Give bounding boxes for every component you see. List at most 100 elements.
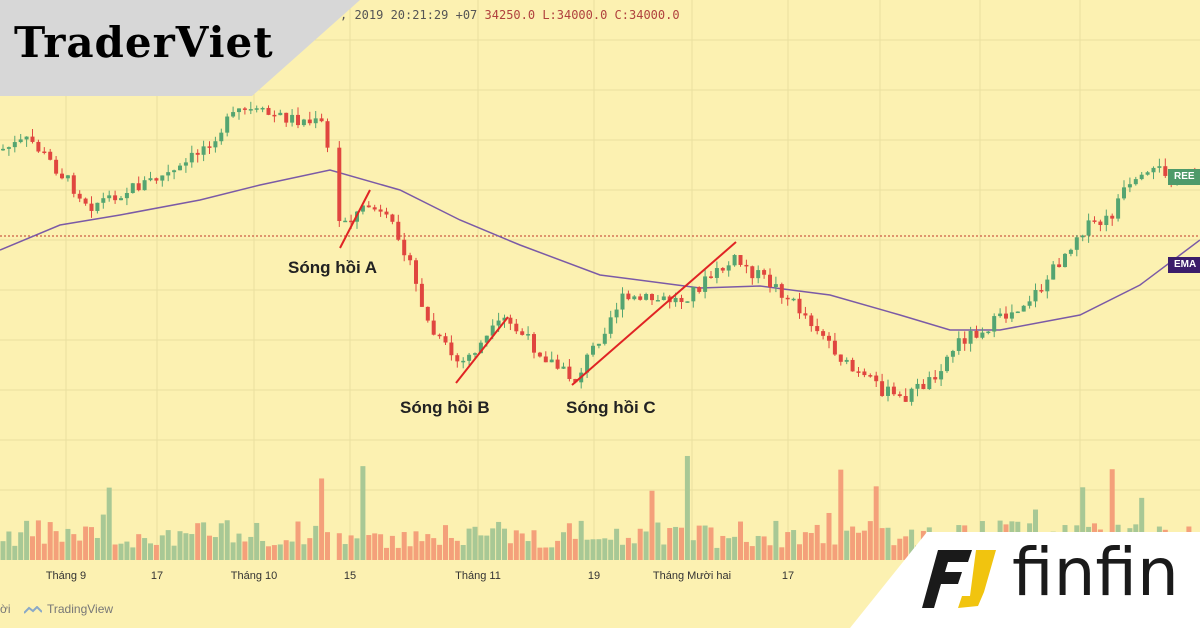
wave-line	[455, 316, 509, 384]
volume-bar	[738, 521, 743, 560]
candle-body	[408, 255, 413, 261]
candle-body	[508, 317, 513, 324]
volume-bar	[271, 545, 277, 560]
candle-body	[1116, 198, 1121, 219]
volume-bar	[53, 531, 59, 560]
traderviet-logo: TraderViet	[14, 18, 274, 67]
volume-bar	[814, 524, 820, 560]
volume-bar	[307, 538, 313, 560]
x-tick-label: 17	[781, 570, 795, 582]
volume-bar	[773, 520, 779, 560]
candle-body	[242, 108, 247, 110]
candle-body	[1104, 215, 1109, 226]
candle-body	[160, 175, 165, 181]
candle-body	[644, 293, 649, 300]
candle-body	[248, 109, 253, 111]
volume-bar	[342, 544, 348, 560]
volume-bar	[283, 540, 289, 560]
candle-body	[83, 198, 88, 204]
candle-body	[980, 332, 985, 338]
candle-body	[1015, 311, 1020, 314]
candle-body	[343, 220, 348, 223]
volume-bar	[631, 543, 637, 560]
volume-bar	[513, 530, 519, 560]
candle-body	[868, 375, 873, 377]
volume-bar	[59, 541, 65, 560]
header-datetime: , 2019 20:21:29 +07	[340, 8, 478, 22]
volume-bar	[260, 540, 266, 560]
volume-bar	[472, 526, 478, 560]
candle-body	[266, 107, 271, 115]
volume-bar	[295, 521, 301, 560]
candle-body	[148, 178, 153, 181]
volume-bar	[236, 533, 242, 560]
candle-body	[1051, 264, 1056, 280]
volume-bar	[732, 536, 738, 560]
candle-body	[591, 345, 595, 355]
candle-body	[172, 170, 177, 173]
candle-body	[490, 325, 495, 336]
candle-body	[12, 142, 17, 148]
volume-bar	[797, 544, 802, 560]
candle-body	[1027, 301, 1032, 306]
candle-body	[886, 386, 890, 396]
candle-body	[520, 331, 525, 335]
volume-bar	[94, 537, 100, 560]
candle-body	[750, 266, 755, 279]
candle-body	[862, 371, 867, 376]
candle-body	[136, 183, 141, 191]
candle-body	[650, 293, 654, 301]
candle-body	[1092, 220, 1097, 222]
candle-body	[195, 152, 200, 155]
candle-body	[561, 366, 566, 369]
candle-body	[827, 335, 831, 341]
volume-bar	[590, 539, 596, 560]
candle-body	[213, 141, 218, 148]
volume-bar	[431, 538, 437, 560]
volume-bar	[319, 478, 325, 560]
candle-body	[768, 274, 772, 288]
volume-bar	[673, 526, 679, 560]
finfin-logo-text: finfin	[1012, 534, 1179, 611]
volume-bar	[867, 521, 873, 560]
volume-bar	[6, 531, 12, 560]
volume-bar	[177, 531, 183, 560]
candle-body	[1033, 290, 1038, 302]
candle-body	[685, 301, 690, 303]
candle-body	[431, 320, 436, 335]
candle-body	[502, 317, 507, 321]
candle-body	[60, 173, 64, 179]
candle-body	[101, 198, 106, 203]
candle-body	[1080, 235, 1085, 238]
volume-bar	[667, 528, 673, 560]
candle-body	[962, 338, 967, 344]
wave-lines	[339, 189, 737, 386]
candle-body	[467, 354, 472, 361]
volume-bar	[218, 523, 224, 560]
candle-body	[1145, 172, 1150, 175]
volume-bar	[561, 532, 566, 560]
volume-bar	[620, 544, 625, 560]
candle-body	[543, 356, 548, 363]
volume-bar	[407, 546, 413, 560]
volume-bar	[643, 531, 649, 560]
tradingview-logo[interactable]: TradingView	[24, 602, 113, 616]
candle-body	[301, 119, 306, 126]
candle-body	[77, 193, 82, 199]
candle-body	[732, 255, 737, 266]
candle-body	[207, 146, 212, 148]
candle-body	[532, 334, 536, 353]
volume-bar	[696, 525, 702, 560]
finfin-mark-icon	[922, 550, 996, 608]
tradingview-icon	[24, 605, 42, 614]
candle-body	[201, 146, 206, 155]
volume-bar	[124, 541, 130, 560]
tradingview-label: TradingView	[47, 602, 114, 616]
volume-bar	[791, 530, 797, 560]
candle-body	[6, 147, 11, 149]
candle-body	[1057, 264, 1062, 268]
candle-body	[237, 108, 241, 113]
volume-bar	[779, 547, 785, 560]
volume-bar	[661, 544, 667, 560]
candle-body	[284, 112, 289, 123]
